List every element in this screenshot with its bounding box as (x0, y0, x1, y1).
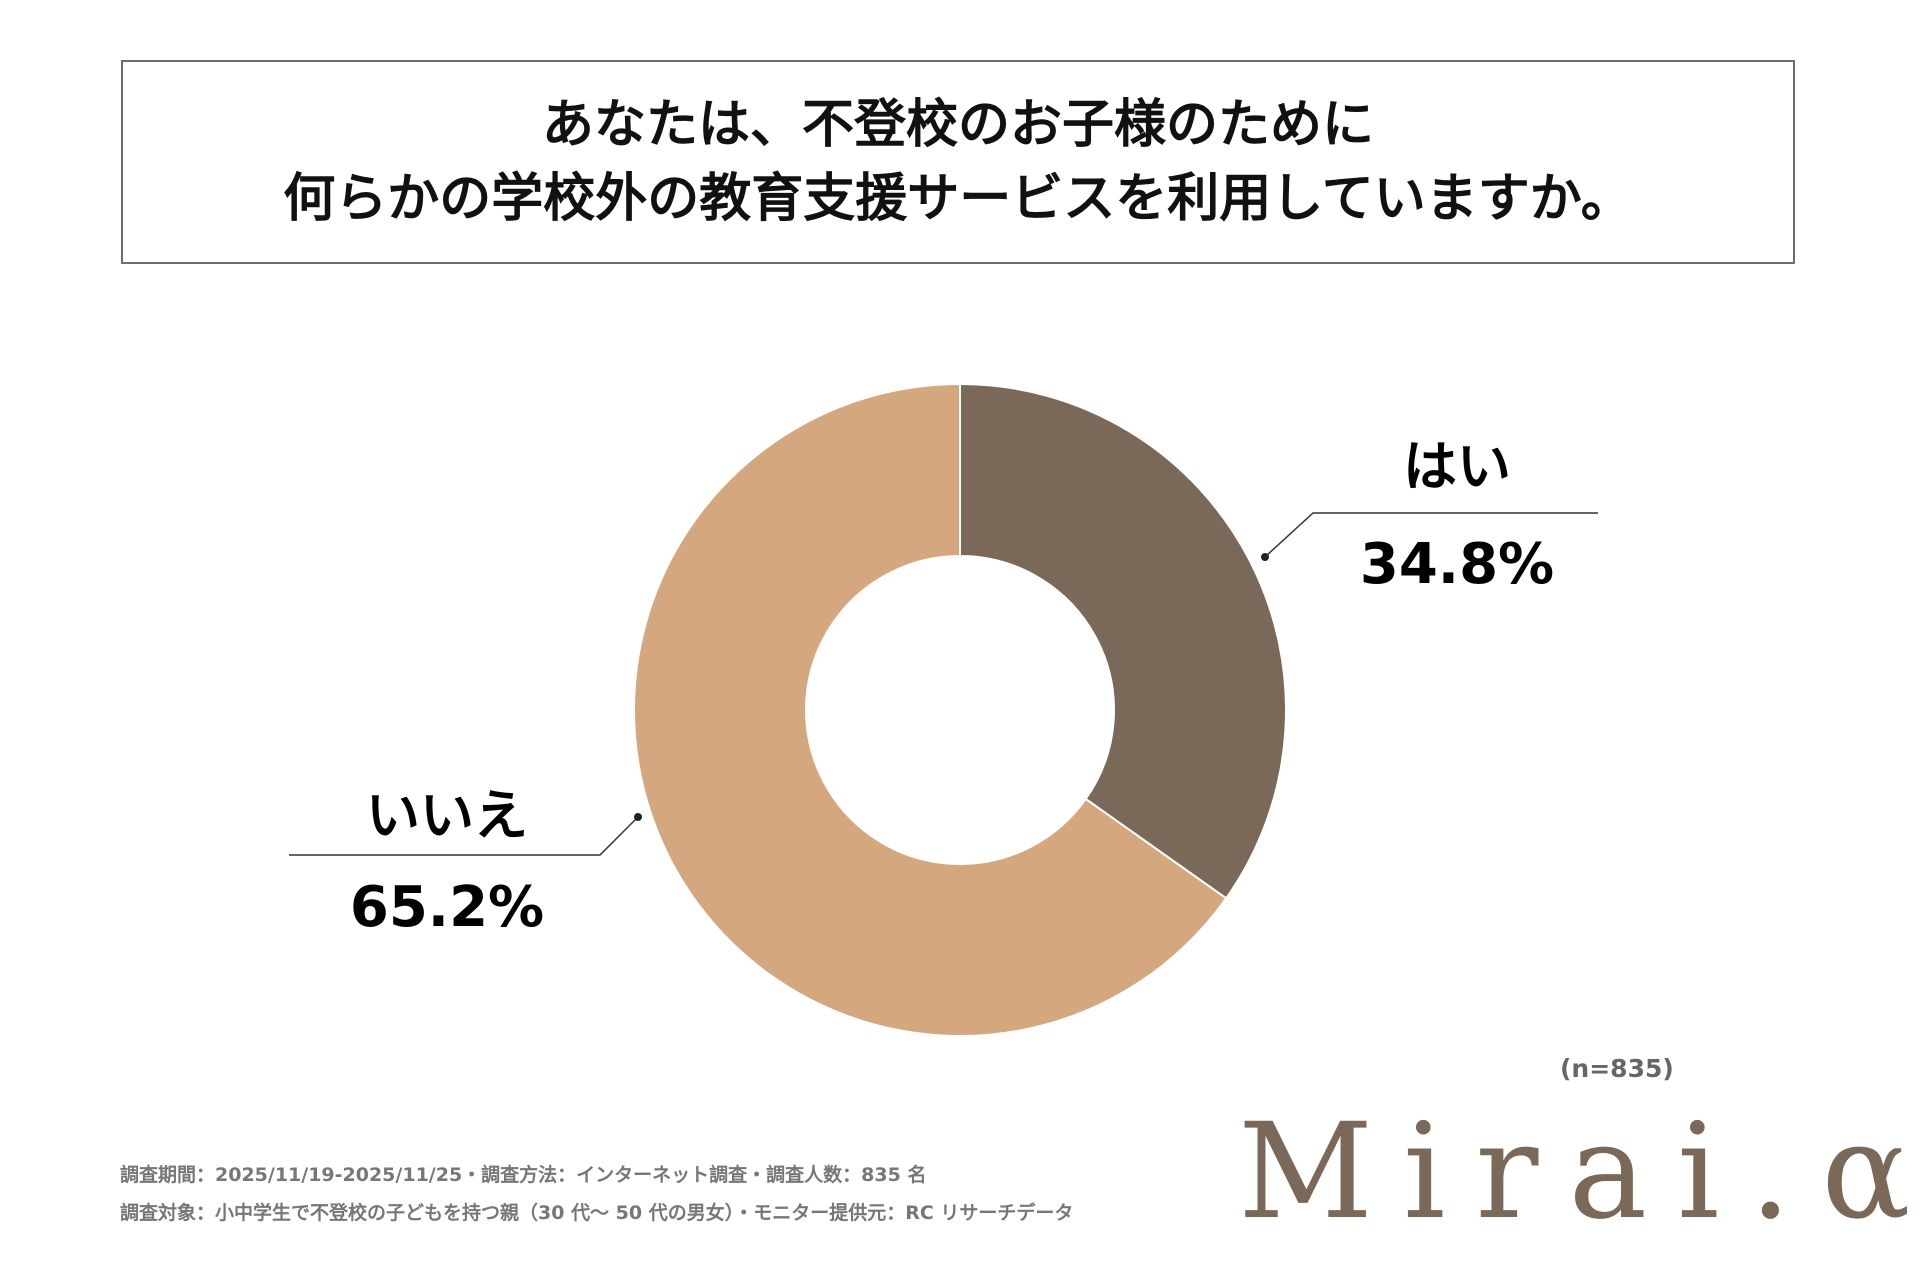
slice-no (633, 382, 1228, 1037)
title-line-1: あなたは、不登校のお子様のために (541, 95, 1374, 155)
chart-title-box: あなたは、不登校のお子様のために 何らかの学校外の教育支援サービスを利用していま… (121, 60, 1795, 264)
footer-survey-info: 調査期間：2025/11/19-2025/11/25・調査方法：インターネット調… (120, 1164, 927, 1186)
sample-size: (n=835) (1560, 1054, 1674, 1083)
value-label-no: 65.2% (350, 875, 544, 940)
footer-survey-target: 調査対象：小中学生で不登校の子どもを持つ親（30 代～ 50 代の男女）・モニタ… (120, 1202, 1074, 1224)
value-label-yes: 34.8% (1360, 532, 1554, 597)
leader-yes (1261, 512, 1598, 561)
slice-yes (959, 382, 1287, 900)
category-label-no: いいえ (366, 784, 528, 847)
category-label-yes: はい (1403, 435, 1511, 498)
title-line-2: 何らかの学校外の教育支援サービスを利用していますか。 (283, 169, 1633, 229)
mirai-alpha-logo: Mirai.α (1238, 1095, 1920, 1249)
leader-no (289, 813, 642, 856)
